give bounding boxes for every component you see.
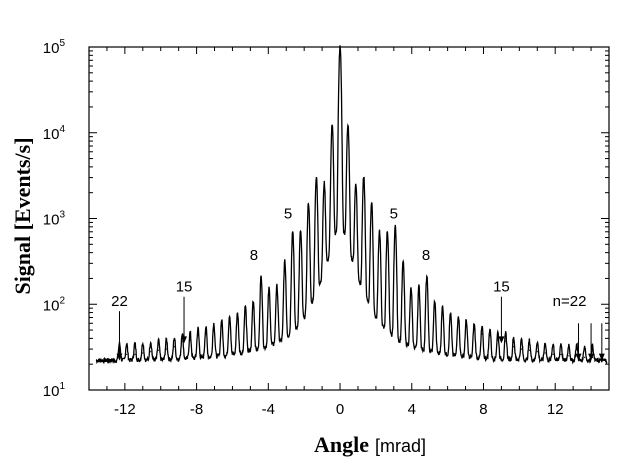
data-point xyxy=(126,353,128,355)
data-point xyxy=(173,346,175,348)
annotation-label: 8 xyxy=(422,247,430,264)
data-point xyxy=(205,333,207,335)
data-point xyxy=(142,352,144,354)
annotation-label: 15 xyxy=(493,279,510,296)
data-point xyxy=(442,309,444,311)
data-point xyxy=(402,262,404,264)
data-point xyxy=(213,329,215,331)
annotation-label: 5 xyxy=(390,206,398,223)
data-point xyxy=(489,335,491,337)
annotation-arrowhead xyxy=(116,353,123,361)
data-point xyxy=(150,351,152,353)
plot-area xyxy=(95,45,608,365)
data-point xyxy=(528,349,531,351)
data-point xyxy=(315,177,317,179)
y-axis-title: Signal [Events/s] xyxy=(10,137,35,294)
data-point xyxy=(410,291,412,293)
annotation-label: 22 xyxy=(111,293,128,310)
data-point xyxy=(181,340,183,342)
data-point xyxy=(536,351,538,353)
x-tick-label: -4 xyxy=(262,401,275,418)
data-point xyxy=(331,125,333,127)
data-point xyxy=(323,183,325,185)
x-tick-label: 8 xyxy=(479,401,487,418)
data-point xyxy=(584,356,586,358)
data-point xyxy=(276,288,278,290)
y-tick-label: 103 xyxy=(43,210,66,229)
data-point xyxy=(513,346,515,348)
annotation-label: 5 xyxy=(284,206,292,223)
annotation-label: 15 xyxy=(176,279,193,296)
data-point xyxy=(560,353,562,355)
data-point xyxy=(307,202,310,204)
annotation-arrowhead xyxy=(588,353,595,361)
data-point xyxy=(378,231,381,233)
data-point xyxy=(552,353,554,355)
x-tick-label: 12 xyxy=(547,401,564,418)
data-point xyxy=(229,319,231,321)
annotation-arrowhead xyxy=(498,336,505,344)
x-tick-label: -8 xyxy=(190,401,203,418)
data-point xyxy=(363,177,365,179)
data-point xyxy=(300,231,302,233)
data-point xyxy=(244,309,246,311)
data-point xyxy=(236,316,239,319)
data-point xyxy=(386,231,388,233)
data-point xyxy=(197,335,199,337)
data-point xyxy=(165,348,168,350)
data-point xyxy=(426,277,428,279)
annotation-arrowhead xyxy=(575,353,582,361)
data-point xyxy=(260,277,262,279)
data-point xyxy=(497,339,499,341)
y-tick-label: 102 xyxy=(43,295,66,314)
data-point xyxy=(568,355,570,357)
data-point xyxy=(158,349,160,351)
x-tick-label: 0 xyxy=(336,401,344,418)
x-axis-title: Angle [mrad] xyxy=(314,432,426,457)
data-point xyxy=(292,231,294,233)
data-point xyxy=(268,291,270,293)
data-point xyxy=(505,340,507,342)
x-tick-label: -12 xyxy=(114,401,136,418)
annotation-arrowhead xyxy=(181,336,188,344)
data-point xyxy=(457,319,459,321)
data-point xyxy=(221,325,223,327)
data-point xyxy=(347,125,349,127)
data-point xyxy=(481,333,483,335)
data-point xyxy=(520,348,523,350)
data-point xyxy=(544,352,546,354)
annotation-label: 8 xyxy=(250,247,258,264)
data-point xyxy=(284,262,286,264)
data-point xyxy=(355,183,357,185)
data-point xyxy=(465,325,467,327)
y-tick-label: 105 xyxy=(43,38,66,57)
annotation-label: n=22 xyxy=(553,293,587,310)
data-point xyxy=(252,303,254,305)
data-point xyxy=(473,329,475,331)
data-point xyxy=(434,303,436,305)
y-tick-label: 104 xyxy=(43,124,66,143)
axes: -12 -8 -4 0 4 8 12 101 102 103 104 105 xyxy=(43,38,610,418)
data-point xyxy=(134,353,136,355)
x-tick-label: 4 xyxy=(408,401,416,418)
data-point xyxy=(449,316,452,319)
data-point xyxy=(371,202,373,204)
data-point xyxy=(418,288,420,290)
annotation-arrowhead xyxy=(598,353,605,361)
data-point xyxy=(189,339,191,341)
annotations: 22 15 8 5 5 8 15 n=22 xyxy=(111,206,605,361)
data-series-line xyxy=(95,45,608,365)
data-point xyxy=(394,226,396,228)
y-tick-label: 101 xyxy=(43,381,66,400)
